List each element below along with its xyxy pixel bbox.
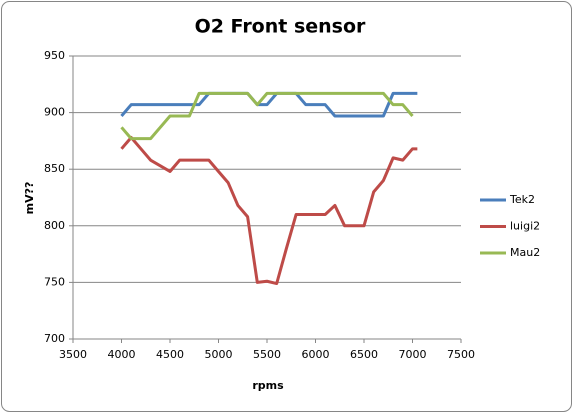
series-line (120, 136, 418, 286)
legend-label: Mau2 (510, 246, 540, 259)
legend-label: luigi2 (510, 220, 540, 233)
x-tick-label: 7500 (447, 348, 475, 361)
x-tick-label: 6500 (350, 348, 378, 361)
y-tick-label: 750 (44, 275, 65, 288)
y-tick-label: 700 (44, 332, 65, 345)
x-tick-label: 5000 (205, 348, 233, 361)
x-tick-label: 5500 (253, 348, 281, 361)
y-tick-label: 850 (44, 162, 65, 175)
x-tick-label: 3500 (59, 348, 87, 361)
x-tick-label: 7000 (399, 348, 427, 361)
legend-label: Tek2 (509, 193, 535, 206)
x-axis-title: rpms (252, 379, 284, 392)
series-line (120, 91, 418, 118)
y-tick-label: 800 (44, 219, 65, 232)
y-axis-title: mV?? (23, 182, 36, 215)
x-tick-label: 4500 (156, 348, 184, 361)
y-tick-label: 900 (44, 106, 65, 119)
series-line (120, 91, 414, 141)
y-tick-label: 950 (44, 49, 65, 62)
chart-title: O2 Front sensor (195, 16, 366, 38)
x-tick-label: 4000 (108, 348, 136, 361)
x-tick-label: 6000 (302, 348, 330, 361)
